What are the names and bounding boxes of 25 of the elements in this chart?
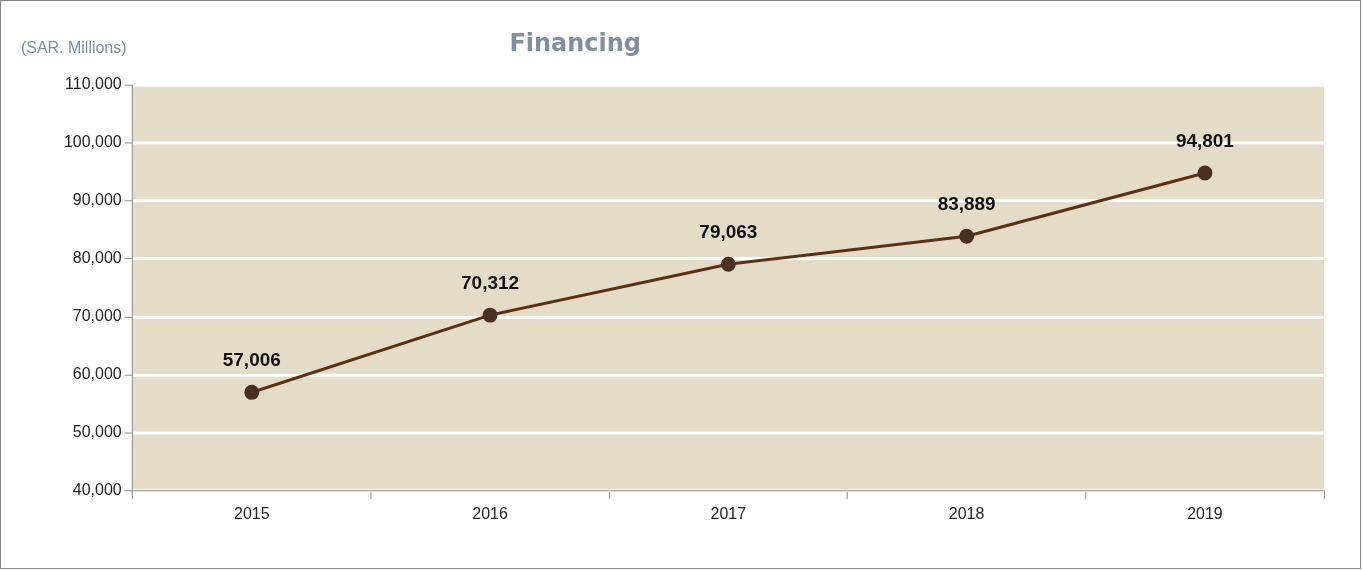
data-label: 57,006 (222, 349, 281, 371)
y-tick-label: 60,000 (72, 365, 122, 383)
data-label: 79,063 (699, 221, 758, 243)
y-tick-label: 110,000 (65, 75, 122, 93)
data-label: 70,312 (461, 271, 520, 293)
data-label: 94,801 (1175, 129, 1234, 151)
y-tick-label: 50,000 (72, 423, 122, 441)
y-tick-label: 90,000 (72, 191, 122, 209)
x-tick-label: 2018 (948, 504, 985, 522)
chart-title: Financing (509, 29, 641, 58)
y-tick-label: 100,000 (63, 133, 122, 151)
point (959, 228, 975, 244)
point (720, 256, 736, 272)
point (244, 384, 260, 400)
y-tick-label: 80,000 (72, 249, 122, 267)
data-label: 83,889 (937, 193, 996, 215)
point (482, 307, 498, 323)
x-tick-label: 2019 (1187, 504, 1223, 522)
x-tick-label: 2017 (710, 504, 747, 522)
x-tick-label: 2015 (234, 504, 270, 522)
y-axis-title: (SAR. Millions) (20, 39, 127, 57)
y-tick-label: 70,000 (72, 307, 122, 325)
x-tick-label: 2016 (472, 504, 508, 522)
y-tick-label: 40,000 (72, 481, 122, 499)
point (1197, 165, 1213, 181)
